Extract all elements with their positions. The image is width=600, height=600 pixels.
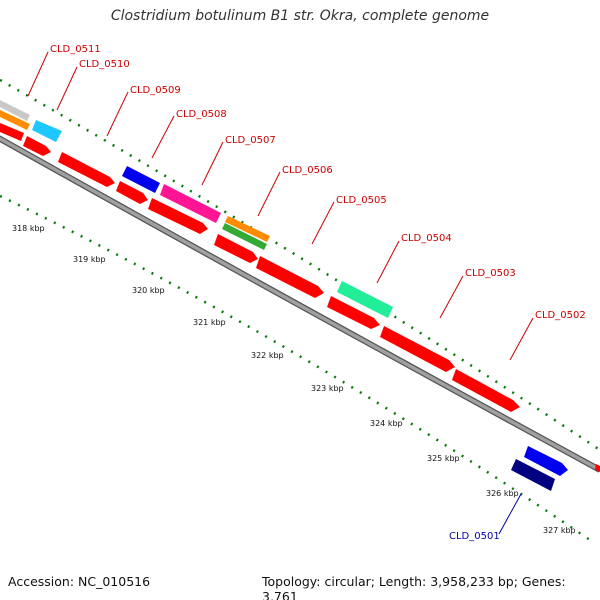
- genome-summary-text: Topology: circular; Length: 3,958,233 bp…: [262, 574, 566, 600]
- gene-labels: CLD_0511 CLD_0510 CLD_0509 CLD_0508 CLD_…: [50, 44, 586, 542]
- cds-arrow: [0, 123, 24, 141]
- kbp-tick-label: 319 kbp: [73, 255, 106, 264]
- gene-feature-navy-lower: [511, 459, 555, 491]
- kbp-tick-label: 325 kbp: [427, 454, 460, 463]
- gene-feature-green: [222, 223, 267, 250]
- gene-label[interactable]: CLD_0511: [50, 44, 101, 55]
- cds-arrow: [148, 198, 208, 234]
- kbp-tick-label: 318 kbp: [12, 224, 45, 233]
- gene-feature-blue-lower: [524, 446, 568, 476]
- outer-dotted-track: [0, 78, 600, 452]
- gene-label[interactable]: CLD_0506: [282, 165, 333, 176]
- kbp-tick-labels: 318 kbp 319 kbp 320 kbp 321 kbp 322 kbp …: [12, 224, 576, 535]
- gene-label[interactable]: CLD_0502: [535, 310, 586, 321]
- genome-backbone: [0, 135, 600, 473]
- cds-arrow: [380, 326, 455, 372]
- edge-fragment: [595, 464, 600, 472]
- cds-arrow: [116, 181, 148, 204]
- cds-arrow: [58, 152, 115, 187]
- cds-track: [0, 123, 520, 412]
- cds-arrow: [214, 234, 258, 263]
- gene-feature-blue: [122, 166, 160, 193]
- gene-feature-grey: [0, 100, 30, 121]
- kbp-tick-label: 327 kbp: [543, 526, 576, 535]
- gene-feature-cyan: [32, 120, 62, 142]
- gene-label[interactable]: CLD_0507: [225, 135, 276, 146]
- gene-label[interactable]: CLD_0509: [130, 85, 181, 96]
- gene-label[interactable]: CLD_0510: [79, 59, 130, 70]
- gene-feature-orange-left: [0, 110, 30, 130]
- cds-arrow: [23, 136, 51, 156]
- gene-label[interactable]: CLD_0508: [176, 109, 227, 120]
- gene-label[interactable]: CLD_0501: [449, 531, 500, 542]
- gene-label[interactable]: CLD_0503: [465, 268, 516, 279]
- gene-feature-orange: [225, 216, 270, 242]
- map-title: Clostridium botulinum B1 str. Okra, comp…: [110, 8, 490, 24]
- label-leaders: [27, 51, 534, 535]
- cds-arrow: [256, 256, 324, 298]
- gene-feature-magenta: [160, 184, 221, 223]
- cds-arrow: [327, 296, 380, 329]
- accession-text: Accession: NC_010516: [8, 574, 151, 589]
- kbp-tick-label: 322 kbp: [251, 351, 284, 360]
- gene-label[interactable]: CLD_0505: [336, 195, 387, 206]
- kbp-tick-label: 323 kbp: [311, 384, 344, 393]
- kbp-tick-label: 320 kbp: [132, 286, 165, 295]
- kbp-tick-label: 324 kbp: [370, 419, 403, 428]
- kbp-tick-label: 326 kbp: [486, 489, 519, 498]
- gene-label[interactable]: CLD_0504: [401, 233, 452, 244]
- kbp-tick-label: 321 kbp: [193, 318, 226, 327]
- gene-feature-mint: [337, 281, 393, 318]
- cds-arrow: [452, 369, 520, 412]
